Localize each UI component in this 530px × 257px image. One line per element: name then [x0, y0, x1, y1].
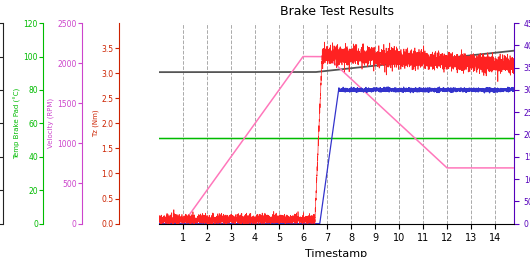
Y-axis label: Velocity (RPM): Velocity (RPM) [48, 98, 55, 149]
Title: Brake Test Results: Brake Test Results [279, 5, 394, 18]
Y-axis label: Tz (Nm): Tz (Nm) [92, 109, 99, 137]
X-axis label: Timestamp: Timestamp [305, 249, 368, 257]
Y-axis label: Temp Brake Pad (°C): Temp Brake Pad (°C) [13, 88, 21, 159]
